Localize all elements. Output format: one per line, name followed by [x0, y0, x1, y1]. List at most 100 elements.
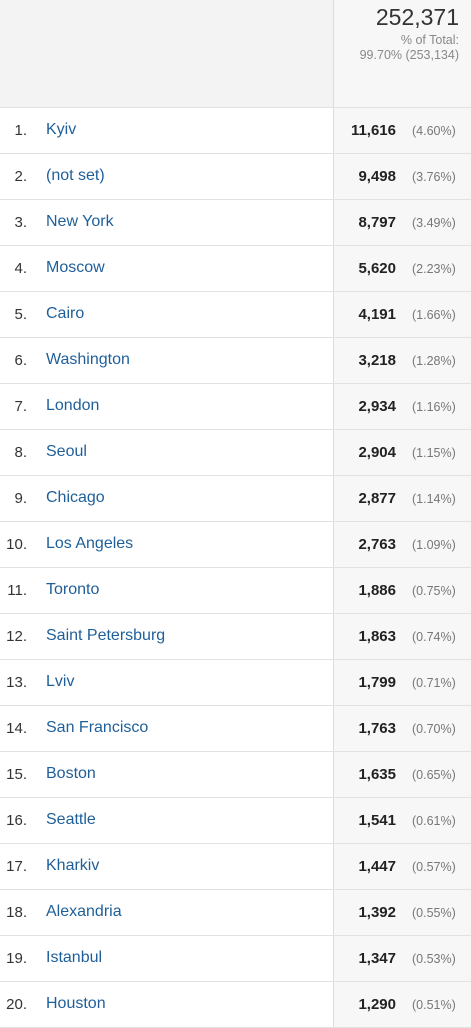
- row-rank: 1.: [14, 122, 27, 139]
- header-total-cell: 252,371 % of Total: 99.70% (253,134): [333, 0, 471, 107]
- row-rank: 16.: [6, 812, 27, 829]
- city-link[interactable]: Kharkiv: [46, 857, 100, 874]
- table-row: 1,290 (0.51%) 20. Houston: [0, 982, 471, 1028]
- metric-cell: 1,886 (0.75%): [333, 568, 471, 613]
- sessions: 4,191: [358, 306, 396, 323]
- sessions: 1,447: [358, 858, 396, 875]
- row-rank: 12.: [6, 628, 27, 645]
- sessions: 11,616: [350, 122, 396, 139]
- sessions-percent: (0.61%): [412, 814, 456, 828]
- metric-cell: 8,797 (3.49%): [333, 200, 471, 245]
- row-rank: 3.: [14, 214, 27, 231]
- row-rank: 18.: [6, 904, 27, 921]
- metric-cell: 2,877 (1.14%): [333, 476, 471, 521]
- row-rank: 7.: [14, 398, 27, 415]
- sessions: 8,797: [358, 214, 396, 231]
- row-rank: 15.: [6, 766, 27, 783]
- sessions: 2,934: [358, 398, 396, 415]
- row-rank: 9.: [14, 490, 27, 507]
- metric-cell: 5,620 (2.23%): [333, 246, 471, 291]
- table-row: 11,616 (4.60%) 1. Kyiv: [0, 108, 471, 154]
- row-rank: 13.: [6, 674, 27, 691]
- sessions-percent: (1.14%): [412, 492, 456, 506]
- table-row: 1,392 (0.55%) 18. Alexandria: [0, 890, 471, 936]
- city-link[interactable]: Lviv: [46, 673, 75, 690]
- city-link[interactable]: (not set): [46, 167, 105, 184]
- row-rank: 6.: [14, 352, 27, 369]
- city-link[interactable]: New York: [46, 213, 114, 230]
- total: 252,371: [375, 4, 459, 30]
- row-rank: 2.: [14, 168, 27, 185]
- sessions-percent: (0.51%): [412, 998, 456, 1012]
- sessions: 1,763: [358, 720, 396, 737]
- table-row: 1,799 (0.71%) 13. Lviv: [0, 660, 471, 706]
- row-rank: 4.: [14, 260, 27, 277]
- metric-cell: 9,498 (3.76%): [333, 154, 471, 199]
- city-link[interactable]: Boston: [46, 765, 96, 782]
- table-row: 2,934 (1.16%) 7. London: [0, 384, 471, 430]
- metric-cell: 11,616 (4.60%): [333, 108, 471, 153]
- sessions-percent: (0.55%): [412, 906, 456, 920]
- metric-cell: 1,347 (0.53%): [333, 936, 471, 981]
- table-row: 1,886 (0.75%) 11. Toronto: [0, 568, 471, 614]
- table-row: 2,763 (1.09%) 10. Los Angeles: [0, 522, 471, 568]
- sessions: 5,620: [358, 260, 396, 277]
- table-row: 8,797 (3.49%) 3. New York: [0, 200, 471, 246]
- sessions-percent: (0.65%): [412, 768, 456, 782]
- sessions-percent: (0.57%): [412, 860, 456, 874]
- city-link[interactable]: London: [46, 397, 100, 414]
- sessions: 1,290: [358, 996, 396, 1013]
- metric-cell: 1,763 (0.70%): [333, 706, 471, 751]
- table-row: 5,620 (2.23%) 4. Moscow: [0, 246, 471, 292]
- sessions-percent: (1.15%): [412, 446, 456, 460]
- sessions-percent: (1.28%): [412, 354, 456, 368]
- city-link[interactable]: Washington: [46, 351, 130, 368]
- sessions-percent: (4.60%): [412, 124, 456, 138]
- percent-label: % of Total:: [400, 33, 459, 47]
- sessions-percent: (1.66%): [412, 308, 456, 322]
- metric-cell: 3,218 (1.28%): [333, 338, 471, 383]
- city-link[interactable]: Toronto: [46, 581, 100, 598]
- city-link[interactable]: Houston: [46, 995, 106, 1012]
- city-link[interactable]: Seattle: [46, 811, 96, 828]
- city-link[interactable]: Moscow: [46, 259, 105, 276]
- table-row: 2,904 (1.15%) 8. Seoul: [0, 430, 471, 476]
- metric-cell: 1,799 (0.71%): [333, 660, 471, 705]
- sessions: 2,904: [358, 444, 396, 461]
- row-rank: 8.: [14, 444, 27, 461]
- sessions: 1,347: [358, 950, 396, 967]
- city-link[interactable]: Chicago: [46, 489, 105, 506]
- city-link[interactable]: Cairo: [46, 305, 85, 322]
- city-link[interactable]: San Francisco: [46, 719, 149, 736]
- metric-cell: 1,863 (0.74%): [333, 614, 471, 659]
- row-rank: 19.: [6, 950, 27, 967]
- metric-cell: 1,447 (0.57%): [333, 844, 471, 889]
- sessions: 2,763: [358, 536, 396, 553]
- sessions-percent: (1.09%): [412, 538, 456, 552]
- metric-cell: 2,904 (1.15%): [333, 430, 471, 475]
- city-link[interactable]: Saint Petersburg: [46, 627, 166, 644]
- city-link[interactable]: Istanbul: [46, 949, 103, 966]
- city-link[interactable]: Kyiv: [46, 121, 77, 138]
- table-row: 1,863 (0.74%) 12. Saint Petersburg: [0, 614, 471, 660]
- city-link[interactable]: Seoul: [46, 443, 87, 460]
- row-rank: 14.: [6, 720, 27, 737]
- city-link[interactable]: Alexandria: [46, 903, 122, 920]
- table-row: 2,877 (1.14%) 9. Chicago: [0, 476, 471, 522]
- city-link[interactable]: Los Angeles: [46, 535, 134, 552]
- table-row: 9,498 (3.76%) 2. (not set): [0, 154, 471, 200]
- metric-cell: 1,392 (0.55%): [333, 890, 471, 935]
- table-row: 1,635 (0.65%) 15. Boston: [0, 752, 471, 798]
- sessions-percent: (0.74%): [412, 630, 456, 644]
- sessions: 1,799: [358, 674, 396, 691]
- sessions: 1,886: [358, 582, 396, 599]
- sessions-percent: (0.75%): [412, 584, 456, 598]
- metric-cell: 2,763 (1.09%): [333, 522, 471, 567]
- row-rank: 11.: [7, 582, 27, 599]
- row-rank: 20.: [6, 996, 27, 1013]
- table-row: 3,218 (1.28%) 6. Washington: [0, 338, 471, 384]
- metric-cell: 1,541 (0.61%): [333, 798, 471, 843]
- sessions: 1,863: [358, 628, 396, 645]
- sessions-percent: (3.76%): [412, 170, 456, 184]
- table-header: 252,371 % of Total: 99.70% (253,134): [0, 0, 471, 108]
